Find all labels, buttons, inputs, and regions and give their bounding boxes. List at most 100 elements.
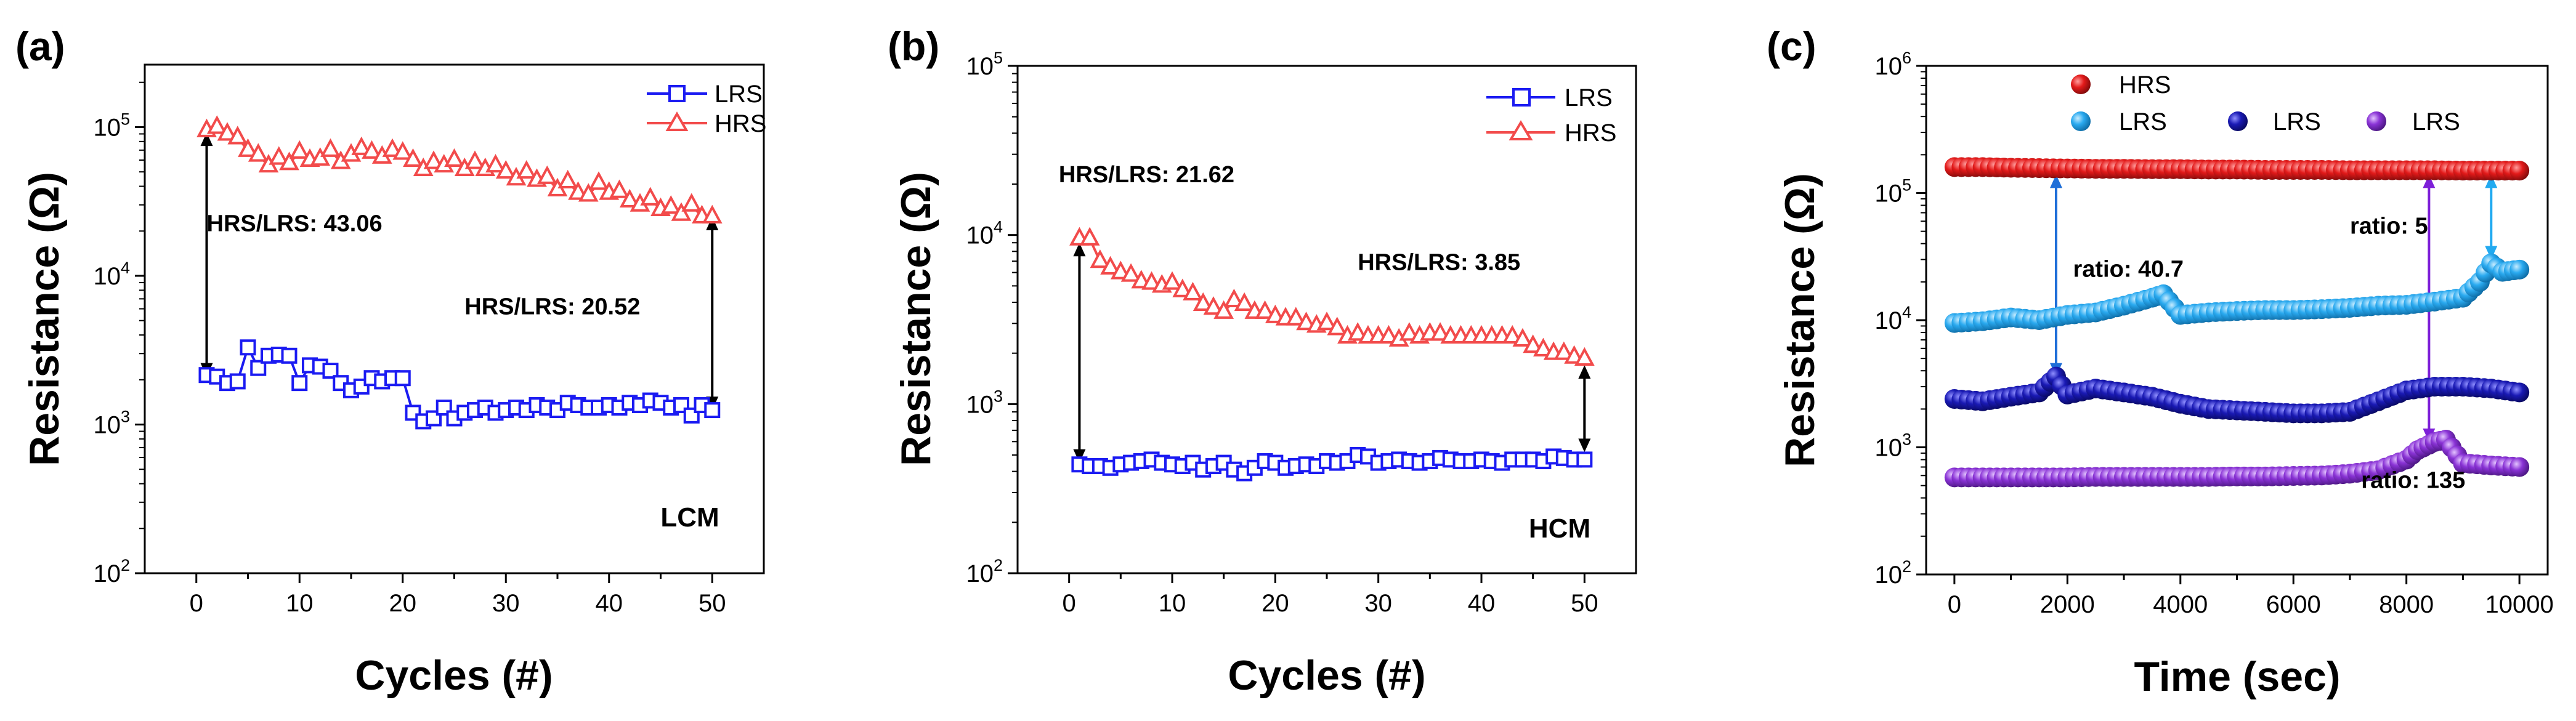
arrow-head-up — [1578, 365, 1591, 379]
data-point — [403, 148, 423, 167]
x-axis-title-c: Time (sec) — [2134, 653, 2340, 700]
legend-label-lrs-light: LRS — [2119, 108, 2167, 135]
data-point — [281, 347, 298, 364]
data-point — [322, 363, 339, 379]
legend-marker-hrs — [2071, 75, 2091, 94]
x-tick-label: 40 — [596, 590, 623, 617]
legend-label-lrs: LRS — [715, 81, 763, 108]
data-point — [1523, 334, 1544, 353]
x-tick-label: 4000 — [2153, 591, 2208, 618]
x-axis-title-a: Cycles (#) — [355, 652, 553, 699]
x-tick-label: 10 — [286, 590, 314, 617]
data-point — [394, 370, 411, 387]
data-point — [291, 375, 308, 392]
legend-a: LRS HRS — [647, 81, 766, 137]
data-point — [423, 150, 444, 169]
data-point — [250, 360, 267, 376]
y-tick-label: 103 — [966, 387, 1003, 418]
series-lrs — [1071, 447, 1593, 481]
data-point — [2509, 259, 2530, 280]
data-point — [1296, 312, 1316, 331]
annotation-ratio-c3: ratio: 135 — [2361, 467, 2465, 493]
legend-label-hrs: HRS — [1565, 119, 1616, 147]
y-tick-label: 104 — [93, 259, 130, 290]
corner-label-hcm: HCM — [1529, 514, 1590, 544]
arrow-head-up — [200, 132, 213, 147]
y-tick-label: 102 — [93, 556, 130, 587]
y-tick-label: 105 — [1874, 176, 1911, 207]
series-lrs-light-blue — [1944, 253, 2530, 333]
data-point — [229, 373, 246, 390]
y-tick-label: 102 — [1874, 557, 1911, 589]
y-tick-label: 104 — [966, 218, 1003, 249]
x-tick-label: 20 — [389, 590, 417, 617]
series-lrs — [198, 339, 721, 430]
data-point — [1255, 300, 1275, 319]
data-point — [269, 146, 290, 165]
x-tick-label: 50 — [1571, 590, 1598, 617]
arrow-head-down — [2485, 246, 2498, 260]
legend-c: HRS LRS LRS LRS — [2071, 71, 2460, 135]
legend-marker-lrs — [668, 85, 686, 102]
arrow-head-up — [2423, 174, 2436, 188]
y-axis-title-b: Resistance (Ω) — [893, 172, 939, 466]
x-tick-label: 40 — [1468, 590, 1496, 617]
legend-label-hrs: HRS — [715, 110, 766, 137]
data-point — [1379, 324, 1399, 344]
corner-label-lcm: LCM — [660, 502, 719, 533]
legend-label-lrs-purple: LRS — [2412, 108, 2460, 135]
legend-marker-lrs-light — [2071, 111, 2091, 131]
x-tick-label: 0 — [1063, 590, 1076, 617]
legend-b: LRS HRS — [1486, 84, 1616, 147]
data-point — [1533, 337, 1553, 356]
x-tick-label: 6000 — [2266, 591, 2321, 618]
x-tick-label: 0 — [190, 590, 203, 617]
annotation-ratio-b2: HRS/LRS: 3.85 — [1358, 250, 1520, 276]
data-point — [310, 147, 331, 166]
data-point — [1576, 451, 1593, 468]
data-point — [1079, 227, 1100, 246]
panel-b: (b) Cycles (#) Resistance (Ω) HCM 0 10 20 3… — [888, 23, 1637, 699]
data-point — [1193, 292, 1213, 311]
series-hrs — [1944, 157, 2530, 181]
x-tick-label: 50 — [699, 590, 726, 617]
data-point — [351, 136, 372, 155]
panel-a: (a) Cycles (#) Resistance (Ω) LCM 0 10 20 3… — [15, 23, 766, 699]
data-point — [516, 159, 537, 179]
series-hrs — [196, 115, 723, 224]
arrow-head-up — [2049, 174, 2062, 188]
x-axis-title-b: Cycles (#) — [1228, 652, 1425, 699]
annotation-ratio-c1: ratio: 40.7 — [2073, 256, 2184, 282]
y-tick-label: 102 — [966, 556, 1003, 587]
data-point — [1110, 260, 1131, 280]
data-point — [681, 193, 702, 212]
data-point — [206, 115, 227, 134]
data-point — [1347, 322, 1368, 341]
data-point — [537, 165, 557, 184]
annotation-ratio-b1: HRS/LRS: 21.62 — [1059, 162, 1234, 188]
series-lrs-dark-blue — [1944, 366, 2530, 424]
x-tick-label: 10 — [1159, 590, 1186, 617]
legend-label-lrs-dark: LRS — [2273, 108, 2321, 135]
data-point — [1203, 296, 1224, 315]
data-point — [362, 140, 382, 159]
data-point — [1316, 312, 1337, 331]
data-point — [588, 171, 609, 190]
data-point — [1286, 307, 1306, 326]
data-point — [609, 179, 630, 198]
arrow-head-up — [1073, 243, 1086, 257]
data-point — [1100, 256, 1120, 275]
data-point — [1553, 341, 1574, 360]
data-point — [557, 169, 578, 188]
data-point — [1265, 304, 1286, 323]
data-point — [1162, 271, 1183, 290]
series-lrs-purple — [1944, 429, 2530, 488]
data-point — [1502, 324, 1523, 344]
y-tick-label: 103 — [1874, 430, 1911, 462]
data-point — [464, 150, 485, 169]
legend-marker-hrs — [1509, 120, 1533, 140]
panel-label-a: (a) — [15, 23, 65, 69]
arrow-head-down — [1073, 449, 1086, 463]
data-point — [248, 143, 269, 162]
arrow-head-up — [2485, 174, 2498, 188]
